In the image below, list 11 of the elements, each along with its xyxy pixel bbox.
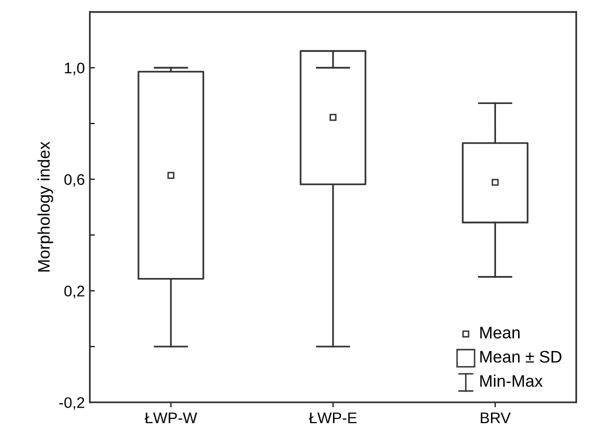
y-tick-label: 0,2 — [64, 286, 84, 298]
annotation: Min-Max — [480, 374, 543, 387]
x-tick-label: ŁWP-W — [144, 412, 198, 424]
y-tick-label: 0,6 — [64, 174, 84, 187]
annotation: Mean — [480, 326, 520, 338]
y-axis-title: Morphology index — [38, 142, 54, 272]
x-tick-label: BRV — [480, 412, 511, 424]
x-tick-label: ŁWP-E — [308, 412, 357, 424]
annotation: Mean ± SD — [480, 350, 562, 363]
y-tick-label: -0,2 — [59, 397, 84, 410]
y-tick-label: 1,0 — [64, 62, 84, 76]
